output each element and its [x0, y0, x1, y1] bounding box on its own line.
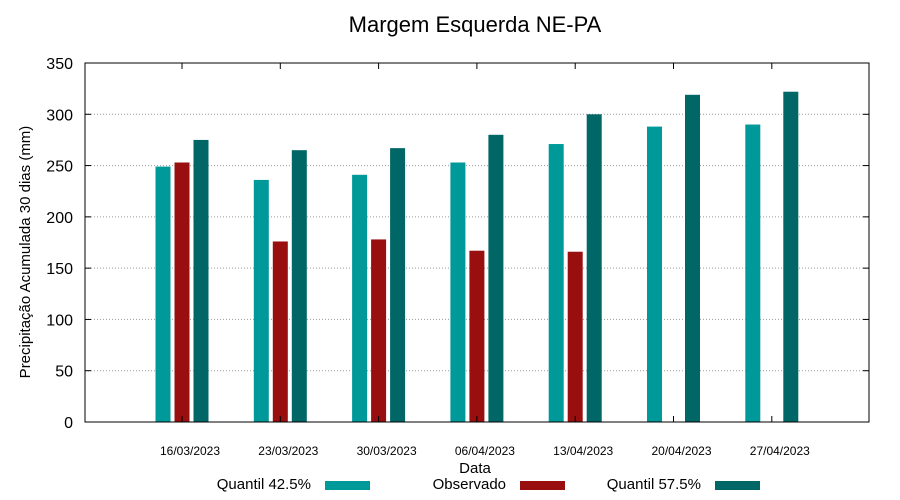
bar-2-5 — [567, 251, 583, 422]
y-tick-label: 350 — [46, 56, 73, 73]
bar-3-6 — [685, 94, 700, 422]
bar-1-3 — [352, 174, 368, 422]
bars — [155, 91, 799, 423]
bar-3-2 — [291, 150, 307, 422]
bar-1-5 — [548, 144, 564, 422]
x-tick-label: 30/03/2023 — [357, 444, 417, 458]
y-tick-label: 0 — [64, 415, 73, 432]
legend-label-3: Quantil 57.5% — [607, 476, 701, 493]
x-tick-label: 20/04/2023 — [651, 444, 711, 458]
y-axis-ticks: 0 50 100 150 200 250 300 350 — [46, 56, 869, 432]
y-tick-label: 100 — [46, 312, 73, 329]
bar-3-4 — [488, 134, 504, 423]
bar-2-1 — [174, 162, 190, 422]
x-tick-label: 27/04/2023 — [750, 444, 810, 458]
x-axis-label: Data — [459, 460, 491, 477]
chart-title: Margem Esquerda NE-PA — [349, 12, 602, 37]
x-tick-label: 23/03/2023 — [258, 444, 318, 458]
x-tick-label: 16/03/2023 — [160, 444, 220, 458]
legend-swatch-3 — [715, 481, 760, 490]
legend-swatch-1 — [325, 481, 370, 490]
bar-1-4 — [450, 162, 466, 422]
y-tick-label: 200 — [46, 210, 73, 227]
legend-swatch-2 — [520, 481, 565, 490]
bar-1-2 — [253, 179, 269, 422]
legend-label-1: Quantil 42.5% — [217, 476, 311, 493]
bar-1-6 — [647, 126, 662, 422]
bar-3-5 — [586, 114, 602, 423]
bar-2-2 — [272, 241, 288, 422]
bar-1-7 — [745, 124, 761, 423]
bar-2-4 — [469, 250, 485, 422]
legend-label-2: Observado — [433, 476, 506, 493]
y-tick-label: 50 — [55, 364, 73, 381]
bar-3-7 — [783, 91, 799, 422]
x-tick-label: 13/04/2023 — [553, 444, 613, 458]
legend: Quantil 42.5% Observado Quantil 57.5% — [217, 476, 760, 493]
bar-1-1 — [155, 166, 171, 422]
bar-3-1 — [193, 139, 209, 422]
y-tick-label: 300 — [46, 107, 73, 124]
y-tick-label: 150 — [46, 261, 73, 278]
x-axis-ticks: 16/03/2023 23/03/2023 30/03/2023 06/04/2023… — [160, 63, 810, 458]
bar-3-3 — [390, 148, 406, 423]
x-tick-label: 06/04/2023 — [455, 444, 515, 458]
y-tick-label: 250 — [46, 159, 73, 176]
bar-2-3 — [371, 239, 387, 422]
y-axis-label: Precipitação Acumulada 30 dias (mm) — [17, 126, 34, 379]
